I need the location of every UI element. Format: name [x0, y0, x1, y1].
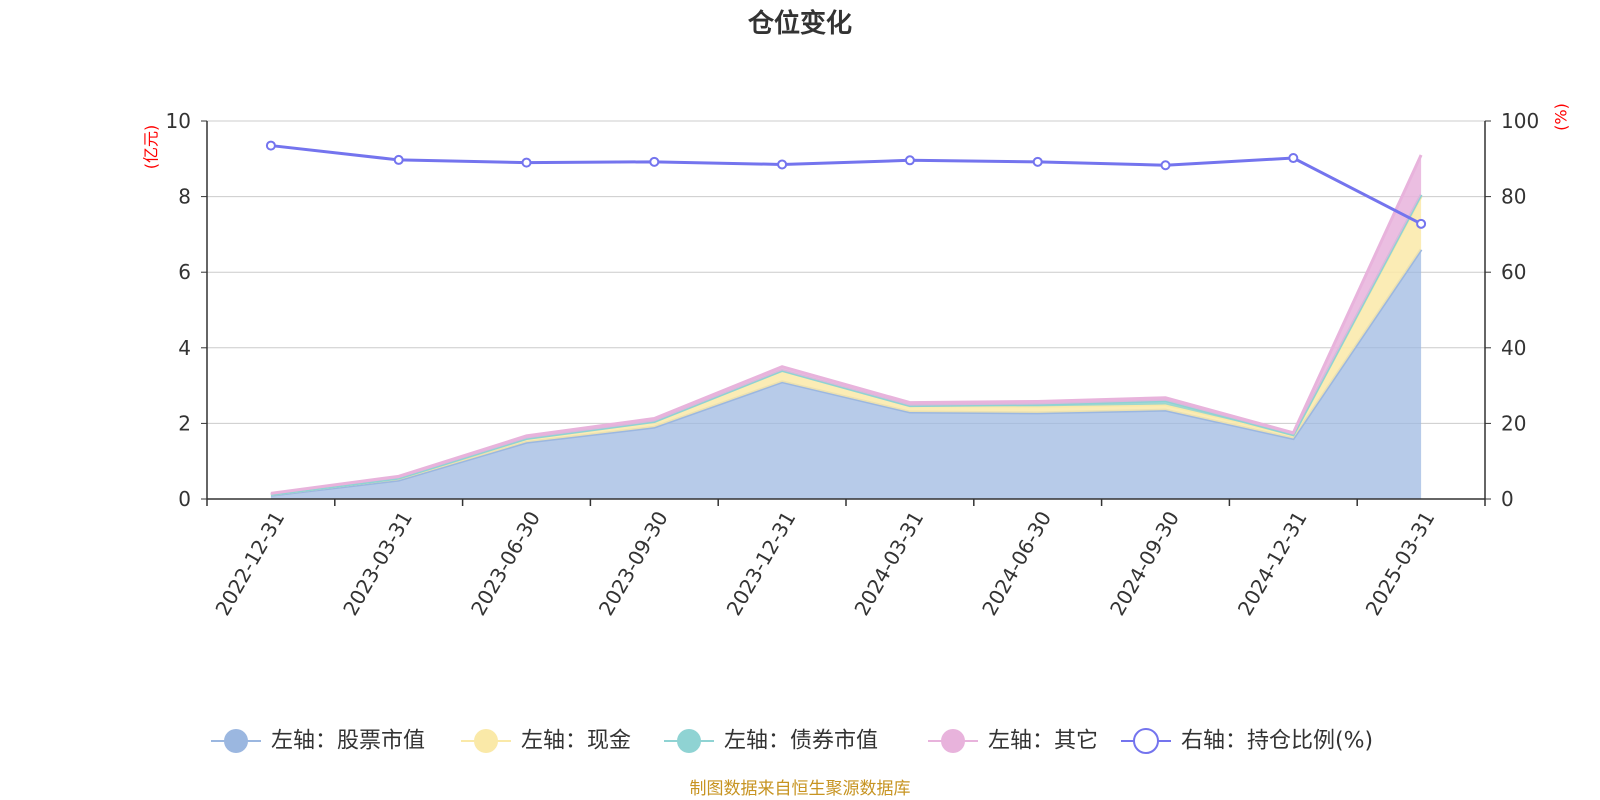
ratio-line — [270, 144, 1422, 226]
ratio-point — [777, 159, 788, 170]
chart-title: 仓位变化 — [747, 8, 852, 39]
x-tick-label: 2024-09-30 — [1105, 507, 1184, 620]
y-left-tick-label: 6 — [178, 260, 191, 284]
y-right-tick-label: 20 — [1501, 411, 1526, 435]
legend: 左轴：股票市值 左轴：现金 左轴：债券市值 左轴：其它 右轴：持仓比例(%) — [211, 728, 1373, 754]
y-left-tick-label: 8 — [178, 185, 191, 209]
ratio-point — [1160, 160, 1171, 171]
x-tick-label: 2022-12-31 — [210, 507, 289, 620]
ratio-point — [393, 154, 404, 165]
right-axis-unit: (%) — [1552, 103, 1571, 131]
ratio-point — [265, 140, 276, 151]
y-right-tick-label: 40 — [1501, 336, 1526, 360]
legend-label-cash: 左轴：现金 — [521, 729, 631, 754]
ratio-point — [904, 155, 915, 166]
legend-label-stock: 左轴：股票市值 — [271, 729, 425, 754]
y-right-tick-label: 100 — [1501, 109, 1539, 133]
x-tick-label: 2023-09-30 — [594, 507, 673, 620]
legend-marker-stock — [224, 729, 248, 753]
ratio-series — [265, 140, 1427, 229]
y-left-tick-label: 0 — [178, 487, 191, 511]
legend-label-other: 左轴：其它 — [988, 729, 1098, 754]
y-left-tick-label: 2 — [178, 411, 191, 435]
x-tick-label: 2024-06-30 — [977, 507, 1056, 620]
y-right-tick-label: 80 — [1501, 185, 1526, 209]
ratio-point — [1416, 218, 1427, 229]
grid-lines — [207, 120, 1485, 424]
legend-marker-cash — [474, 729, 498, 753]
data-source-note: 制图数据来自恒生聚源数据库 — [690, 779, 911, 799]
x-tick-label: 2025-03-31 — [1361, 507, 1440, 620]
legend-label-ratio: 右轴：持仓比例(%) — [1181, 729, 1373, 754]
line-other — [270, 154, 1423, 495]
legend-label-bond: 左轴：债券市值 — [724, 729, 878, 754]
y-left-tick-label: 10 — [166, 109, 191, 133]
ratio-point — [1032, 156, 1043, 167]
x-tick-label: 2024-03-31 — [849, 507, 928, 620]
x-tick-label: 2023-03-31 — [338, 507, 417, 620]
ratio-point — [521, 157, 532, 168]
x-tick-label: 2023-06-30 — [466, 507, 545, 620]
ratio-point — [649, 156, 660, 167]
ratio-point — [1288, 153, 1299, 164]
y-right-tick-label: 0 — [1501, 487, 1514, 511]
legend-marker-other — [941, 729, 965, 753]
y-right-tick-label: 60 — [1501, 260, 1526, 284]
x-tick-label: 2023-12-31 — [722, 507, 801, 620]
y-left-tick-label: 4 — [178, 336, 191, 360]
left-axis-unit: (亿元) — [142, 125, 161, 170]
legend-marker-bond — [677, 729, 701, 753]
stacked-areas — [270, 154, 1423, 499]
x-tick-label: 2024-12-31 — [1233, 507, 1312, 620]
area-stock — [270, 249, 1422, 499]
legend-marker-ratio — [1133, 728, 1159, 754]
